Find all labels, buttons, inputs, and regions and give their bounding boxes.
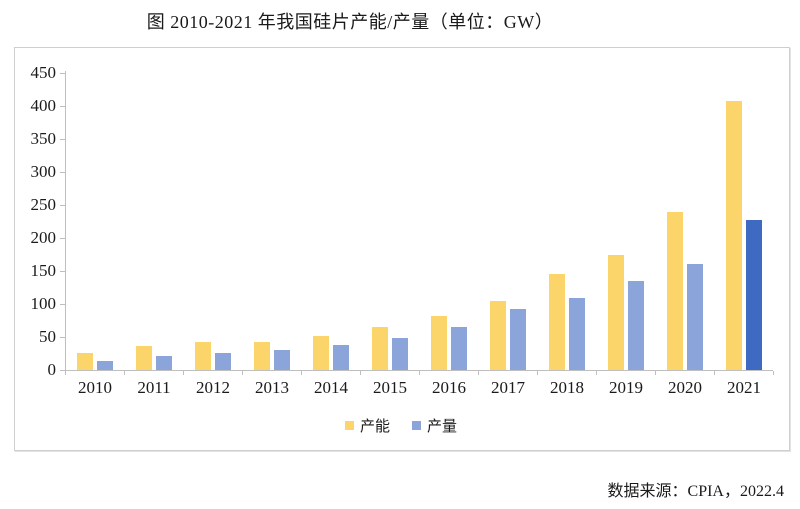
x-axis-tick (124, 371, 125, 375)
y-axis-label: 100 (30, 294, 57, 313)
x-axis-label-2017: 2017 (491, 378, 525, 397)
x-axis-tick (360, 371, 361, 375)
y-axis-label: 200 (30, 228, 57, 247)
bar-output-2021 (746, 220, 762, 370)
bar-capacity-2020 (667, 212, 683, 370)
x-axis-label-2010: 2010 (78, 378, 112, 397)
bar-output-2019 (628, 281, 644, 370)
capacity-swatch-icon (344, 421, 354, 430)
chart-title: 图 2010-2021 年我国硅片产能/产量（单位：GW） (146, 12, 554, 32)
bar-capacity-2012 (195, 342, 211, 370)
y-axis-line (65, 71, 66, 371)
bar-output-2017 (510, 309, 526, 370)
x-axis-label-2018: 2018 (550, 378, 584, 397)
x-axis-tick (714, 371, 715, 375)
x-axis-line (65, 370, 773, 371)
y-axis-label: 450 (30, 63, 57, 82)
bar-output-2020 (687, 264, 703, 370)
bar-capacity-2010 (77, 353, 93, 370)
y-axis-tick (60, 172, 66, 173)
x-axis-tick (596, 371, 597, 375)
y-axis-label: 50 (39, 327, 56, 346)
x-axis-label-2020: 2020 (668, 378, 702, 397)
x-axis-tick (655, 371, 656, 375)
y-axis-label: 0 (47, 360, 57, 379)
output-swatch-icon (412, 421, 421, 430)
bar-output-2012 (215, 353, 231, 370)
y-axis-tick (60, 337, 66, 338)
bar-output-2016 (451, 327, 467, 370)
x-axis-tick (242, 371, 243, 375)
bar-output-2018 (569, 298, 585, 370)
y-axis-label: 300 (30, 162, 57, 181)
y-axis-tick (60, 238, 66, 239)
data-source: 数据来源：CPIA，2022.4 (607, 483, 784, 500)
x-axis-label-2013: 2013 (255, 378, 289, 397)
y-axis-tick (60, 271, 66, 272)
x-axis-label-2016: 2016 (432, 378, 466, 397)
y-axis-label: 150 (30, 261, 57, 280)
x-axis-tick (301, 371, 302, 375)
chart-frame (14, 47, 790, 451)
x-axis-label-2015: 2015 (373, 378, 407, 397)
bar-capacity-2017 (490, 301, 506, 370)
x-axis-label-2011: 2011 (137, 378, 171, 397)
x-axis-label-2019: 2019 (609, 378, 643, 397)
x-axis-tick (537, 371, 538, 375)
x-axis-tick (773, 371, 774, 375)
x-axis-tick (183, 371, 184, 375)
bar-capacity-2011 (136, 346, 152, 370)
bar-capacity-2019 (608, 255, 624, 370)
y-axis-tick (60, 139, 66, 140)
legend-item-capacity: 产能 (344, 415, 390, 436)
x-axis-label-2012: 2012 (196, 378, 230, 397)
x-axis-label-2014: 2014 (314, 378, 348, 397)
y-axis-tick (60, 73, 66, 74)
y-axis-tick (60, 304, 66, 305)
y-axis-label: 350 (30, 129, 57, 148)
y-axis-label: 400 (30, 96, 57, 115)
bar-capacity-2016 (431, 316, 447, 370)
x-axis-tick (65, 371, 66, 375)
y-axis-tick (60, 370, 66, 371)
legend-item-output: 产量 (412, 415, 457, 436)
bar-output-2014 (333, 345, 349, 370)
x-axis-tick (419, 371, 420, 375)
legend-output-label: 产量 (427, 419, 458, 435)
x-axis-label-2021: 2021 (727, 378, 761, 397)
bar-output-2013 (274, 350, 290, 370)
y-axis-tick (60, 205, 66, 206)
bar-capacity-2013 (254, 342, 270, 370)
bar-output-2015 (392, 338, 408, 370)
bar-capacity-2018 (549, 274, 565, 370)
bar-output-2010 (97, 361, 113, 370)
bar-capacity-2021 (726, 101, 742, 370)
bar-capacity-2014 (313, 336, 329, 370)
bar-capacity-2015 (372, 327, 388, 370)
x-axis-tick (478, 371, 479, 375)
y-axis-label: 250 (30, 195, 57, 214)
legend-capacity-label: 产能 (359, 419, 390, 435)
bar-output-2011 (156, 356, 172, 370)
y-axis-tick (60, 106, 66, 107)
legend: 产能 产量 (14, 415, 788, 436)
